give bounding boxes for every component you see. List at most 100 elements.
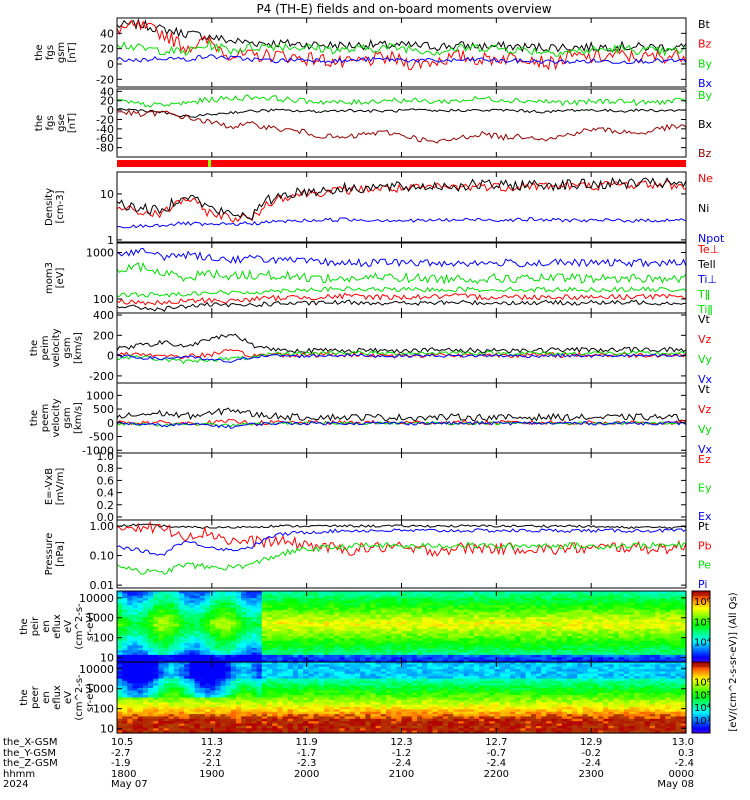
heatmap-cell (680, 612, 687, 616)
heatmap-cell (153, 671, 159, 675)
heatmap-cell (458, 626, 465, 630)
heatmap-cell (318, 707, 325, 710)
heatmap-cell (204, 657, 211, 661)
heatmap-cell (292, 595, 299, 599)
heatmap-cell (598, 612, 604, 616)
heatmap-cell (567, 640, 573, 644)
heatmap-cell (437, 643, 444, 647)
heatmap-cell (303, 690, 309, 694)
heatmap-cell (267, 654, 273, 658)
heatmap-cell (220, 680, 227, 684)
heatmap-cell (199, 600, 206, 604)
heatmap-cell (117, 699, 123, 703)
heatmap-cell (282, 692, 289, 696)
heatmap-cell (339, 609, 346, 613)
heatmap-cell (479, 647, 485, 651)
heatmap-cell (437, 659, 444, 663)
heatmap-cell (639, 605, 646, 609)
heatmap-cell (153, 633, 159, 637)
heatmap-cell (349, 652, 356, 656)
heatmap-cell (561, 633, 568, 637)
heatmap-cell (225, 645, 232, 649)
heatmap-cell (556, 643, 563, 647)
heatmap-cell (649, 657, 656, 661)
heatmap-cell (220, 645, 227, 649)
heatmap-cell (422, 617, 428, 620)
heatmap-cell (613, 612, 620, 616)
heatmap-cell (189, 640, 196, 644)
heatmap-cell (127, 602, 134, 606)
heatmap-cell (380, 640, 387, 644)
heatmap-cell (401, 643, 408, 647)
heatmap-cell (660, 619, 666, 623)
heatmap-cell (582, 602, 589, 606)
heatmap-cell (282, 714, 289, 718)
heatmap-cell (153, 619, 159, 623)
heatmap-cell (432, 624, 439, 628)
heatmap-cell (598, 600, 604, 604)
heatmap-cell (204, 647, 211, 651)
heatmap-cell (117, 621, 123, 625)
heatmap-cell (458, 607, 465, 611)
heatmap-cell (458, 595, 465, 599)
series-line (116, 286, 687, 298)
heatmap-cell (587, 593, 594, 597)
heatmap-cell (349, 609, 356, 613)
heatmap-cell (484, 619, 491, 623)
heatmap-cell (303, 723, 309, 727)
heatmap-cell (603, 591, 609, 594)
heatmap-cell (603, 624, 609, 628)
heatmap-cell (541, 614, 547, 618)
heatmap-cell (680, 602, 687, 606)
heatmap-cell (199, 626, 206, 630)
heatmap-cell (230, 643, 237, 647)
heatmap-cell (163, 666, 170, 670)
heatmap-cell (210, 671, 216, 675)
heatmap-cell (215, 685, 222, 689)
heatmap-cell (334, 685, 341, 689)
heatmap-cell (215, 640, 222, 644)
heatmap-cell (298, 730, 304, 734)
heatmap-cell (417, 657, 423, 661)
heatmap-cell (215, 638, 222, 642)
heatmap-cell (339, 593, 346, 597)
heatmap-cell (256, 602, 263, 606)
heatmap-cell (344, 628, 351, 632)
heatmap-cell (230, 709, 237, 713)
heatmap-cell (210, 628, 216, 632)
heatmap-cell (680, 624, 687, 628)
heatmap-cell (292, 683, 299, 687)
heatmap-cell (349, 621, 356, 625)
heatmap-cell (277, 669, 284, 673)
heatmap-cell (489, 636, 496, 639)
heatmap-cell (375, 647, 382, 651)
heatmap-cell (261, 685, 268, 689)
heatmap-cell (396, 617, 403, 620)
heatmap-cell (463, 647, 470, 651)
heatmap-cell (277, 723, 284, 727)
heatmap-cell (339, 666, 346, 670)
heatmap-cell (287, 636, 294, 639)
heatmap-cell (323, 683, 330, 687)
heatmap-cell (582, 652, 589, 656)
heatmap-cell (272, 669, 278, 673)
heatmap-cell (132, 707, 139, 710)
heatmap-cell (204, 704, 211, 708)
heatmap-cell (256, 624, 263, 628)
heatmap-cell (618, 617, 625, 620)
heatmap-cell (510, 636, 516, 639)
heatmap-cell (520, 643, 527, 647)
heatmap-cell (184, 711, 190, 715)
heatmap-cell (484, 621, 491, 625)
heatmap-cell (189, 654, 196, 658)
heatmap-cell (473, 602, 480, 606)
heatmap-cell (220, 709, 227, 713)
heatmap-cell (411, 652, 418, 656)
heatmap-cell (148, 607, 154, 611)
heatmap-cell (220, 640, 227, 644)
heatmap-cell (334, 654, 341, 658)
heatmap-cell (230, 692, 237, 696)
heatmap-cell (298, 702, 304, 706)
heatmap-cell (303, 598, 309, 602)
